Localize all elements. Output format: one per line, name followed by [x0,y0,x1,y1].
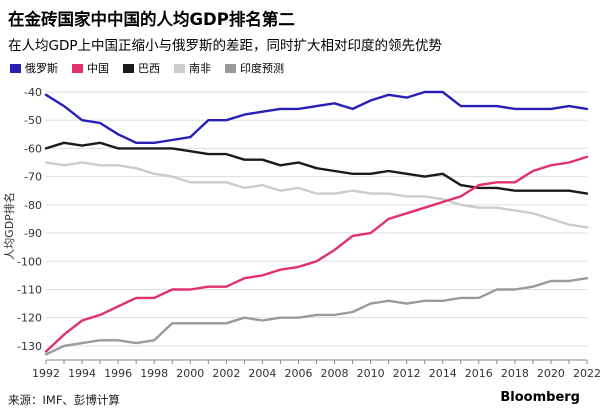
legend-label-russia: 俄罗斯 [25,62,58,75]
x-tick-label: 2020 [537,367,565,380]
y-tick-label: -80 [24,199,42,212]
x-tick-label: 2008 [321,367,349,380]
x-tick-label: 2014 [429,367,457,380]
legend-swatch-russia [10,63,21,73]
axes: -40 -50 -60 -70 -80 -90 -100 -110 -120 -130 1992 19… [2,86,600,380]
x-tick-label: 2010 [357,367,385,380]
chart-title: 在金砖国家中中国的人均GDP排名第二 [8,10,295,29]
legend-label-south-africa: 南非 [189,62,211,75]
x-tick-label: 2000 [176,367,204,380]
legend-item-south-africa: 南非 [174,60,211,76]
y-axis-label: 人均GDP排名 [2,192,16,260]
source-note: 来源：IMF、彭博计算 [8,393,120,407]
y-tick-label: -90 [24,227,42,240]
y-tick-label: -70 [24,171,42,184]
legend-item-russia: 俄罗斯 [10,60,58,76]
x-tick-label: 2002 [212,367,240,380]
x-tick-label: 1996 [104,367,132,380]
legend-item-china: 中国 [72,60,109,76]
x-tick-label: 1998 [140,367,168,380]
legend-label-china: 中国 [87,62,109,75]
grid-lines [46,91,587,347]
y-tick-label: -40 [24,86,42,99]
y-tick-label: -100 [17,255,42,268]
x-tick-label: 2018 [501,367,529,380]
y-tick-label: -120 [17,312,42,325]
y-tick-label: -50 [24,114,42,127]
x-tick-label: 2012 [393,367,421,380]
legend-swatch-south-africa [174,63,185,73]
y-tick-label: -60 [24,142,42,155]
legend-label-india: 印度预测 [240,62,284,75]
x-tick-label: 1994 [68,367,96,380]
bloomberg-logo: Bloomberg [500,390,580,405]
x-tick-label: 1992 [32,367,60,380]
legend-swatch-india [225,63,236,73]
legend-swatch-china [72,63,83,73]
x-tick-label: 2016 [465,367,493,380]
legend-item-brazil: 巴西 [123,60,160,76]
chart-subtitle: 在人均GDP上中国正缩小与俄罗斯的差距，同时扩大相对印度的领先优势 [8,38,442,54]
chart-legend: 俄罗斯 中国 巴西 南非 印度预测 [10,60,298,76]
legend-item-india: 印度预测 [225,60,284,76]
y-tick-label: -130 [17,340,42,353]
x-tick-label: 2006 [284,367,312,380]
series-line-south-africa [44,161,589,229]
series-line-china [44,155,589,353]
series-line-india [44,277,589,356]
x-tick-label: 2022 [573,367,600,380]
x-tick-label: 2004 [248,367,276,380]
series-line-russia [44,90,589,145]
series-line-brazil [44,141,589,195]
legend-label-brazil: 巴西 [138,62,160,75]
series-lines [44,90,589,356]
y-tick-label: -110 [17,283,42,296]
legend-swatch-brazil [123,63,134,73]
